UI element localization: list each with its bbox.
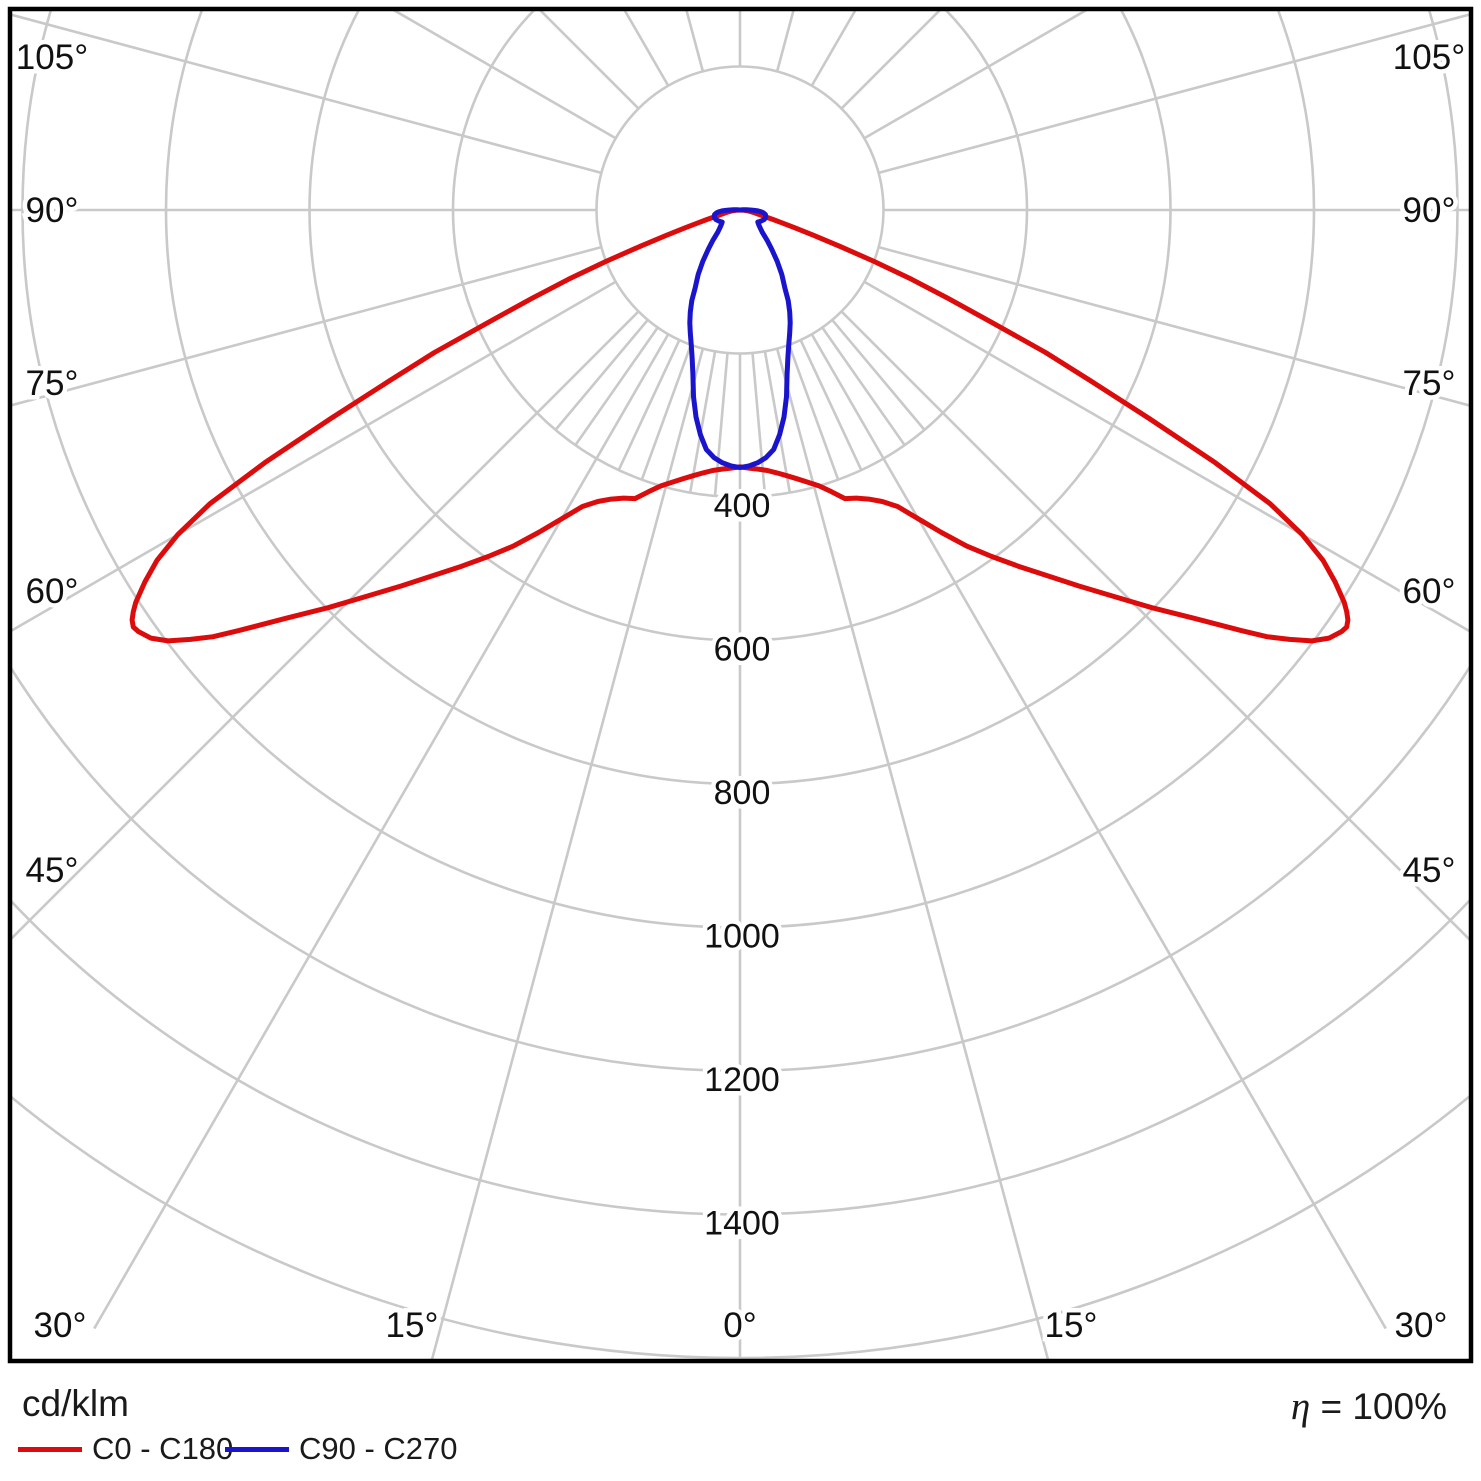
curve-c90-c270 [687,207,793,471]
efficiency-label: η = 100% [1291,1384,1447,1429]
axis-label: 60° [26,572,79,611]
plot-frame [7,6,1474,1364]
grid-radial-major [10,245,602,407]
series-curves [129,207,1351,644]
unit-label: cd/klm [22,1383,129,1424]
grid-radial-major [775,348,1050,1361]
axis-label: 1400 [704,1205,780,1243]
legend-label: C90 - C270 [299,1431,458,1466]
axis-label: 45° [1403,851,1456,890]
axis-label: 1200 [704,1061,780,1099]
grid-radial-major [810,9,858,87]
grid-radial-minor [787,344,840,481]
grid-radial-minor [799,339,863,471]
grid-radial-major [622,9,670,87]
axis-label: 30° [34,1306,87,1345]
grid-radial-minor [574,326,659,446]
efficiency-value: = 100% [1320,1386,1447,1427]
grid-radial-minor [554,319,649,431]
axis-label: 1000 [704,918,780,956]
axis-label: 600 [714,631,771,669]
axis-label: 15° [386,1306,439,1345]
eta-symbol: η [1290,1385,1311,1428]
axis-label: 90° [26,191,79,230]
axis-label: 105° [16,38,88,77]
axis-label: 75° [1403,364,1456,403]
axis-label: 90° [1403,191,1456,230]
grid-radial-major [863,9,1091,140]
axis-label: 30° [1395,1306,1448,1345]
grid-radial-major [10,310,640,942]
grid-radial-minor [831,319,926,431]
grid-radial-minor [688,351,717,493]
axis-label: 105° [1393,38,1465,77]
c90-c270-line-swatch [225,1446,289,1452]
axis-label: 0° [723,1306,756,1345]
legend: C0 - C180 C90 - C270 [0,1427,740,1471]
grid-radial-major [863,280,1471,634]
axis-label: 400 [714,487,771,525]
grid-radial-major [537,9,640,110]
axis-label: 800 [714,774,771,812]
grid-radial-minor [763,351,792,493]
legend-item-c90-c270: C90 - C270 [225,1427,458,1471]
grid-radial-minor [640,344,693,481]
grid-radial-major [878,12,1471,175]
grid-radial-minor [751,352,767,497]
grid-radial-minor [713,352,729,497]
grid-radial-major [389,9,617,140]
axis-label: 60° [1403,572,1456,611]
axis-label: 75° [26,364,79,403]
grid-radial-major [878,245,1471,408]
grid-radial-major [430,348,705,1361]
grid-radial-major [10,13,602,175]
grid-radial-major [10,280,617,633]
grid-radial-major [840,310,1471,943]
c0-c180-line-swatch [18,1446,82,1452]
legend-label: C0 - C180 [92,1431,234,1466]
grid-radial-major [810,333,1387,1330]
grid-radial-minor [821,326,906,446]
axis-label: 15° [1045,1306,1098,1345]
grid-radial-minor [617,339,681,471]
legend-item-c0-c180: C0 - C180 [18,1427,233,1471]
axis-label: 45° [26,851,79,890]
grid-radial-major [93,333,670,1330]
grid-radial-major [840,9,943,110]
